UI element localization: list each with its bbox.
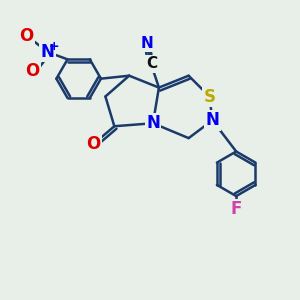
Text: +: + bbox=[49, 40, 59, 53]
Text: O: O bbox=[86, 135, 101, 153]
Text: N: N bbox=[146, 114, 160, 132]
Text: N: N bbox=[206, 111, 219, 129]
Text: C: C bbox=[146, 56, 157, 71]
Text: N: N bbox=[40, 43, 54, 61]
Text: O: O bbox=[26, 62, 40, 80]
Text: O: O bbox=[20, 27, 34, 45]
Text: S: S bbox=[203, 88, 215, 106]
Text: F: F bbox=[230, 200, 242, 218]
Text: N: N bbox=[141, 35, 153, 50]
